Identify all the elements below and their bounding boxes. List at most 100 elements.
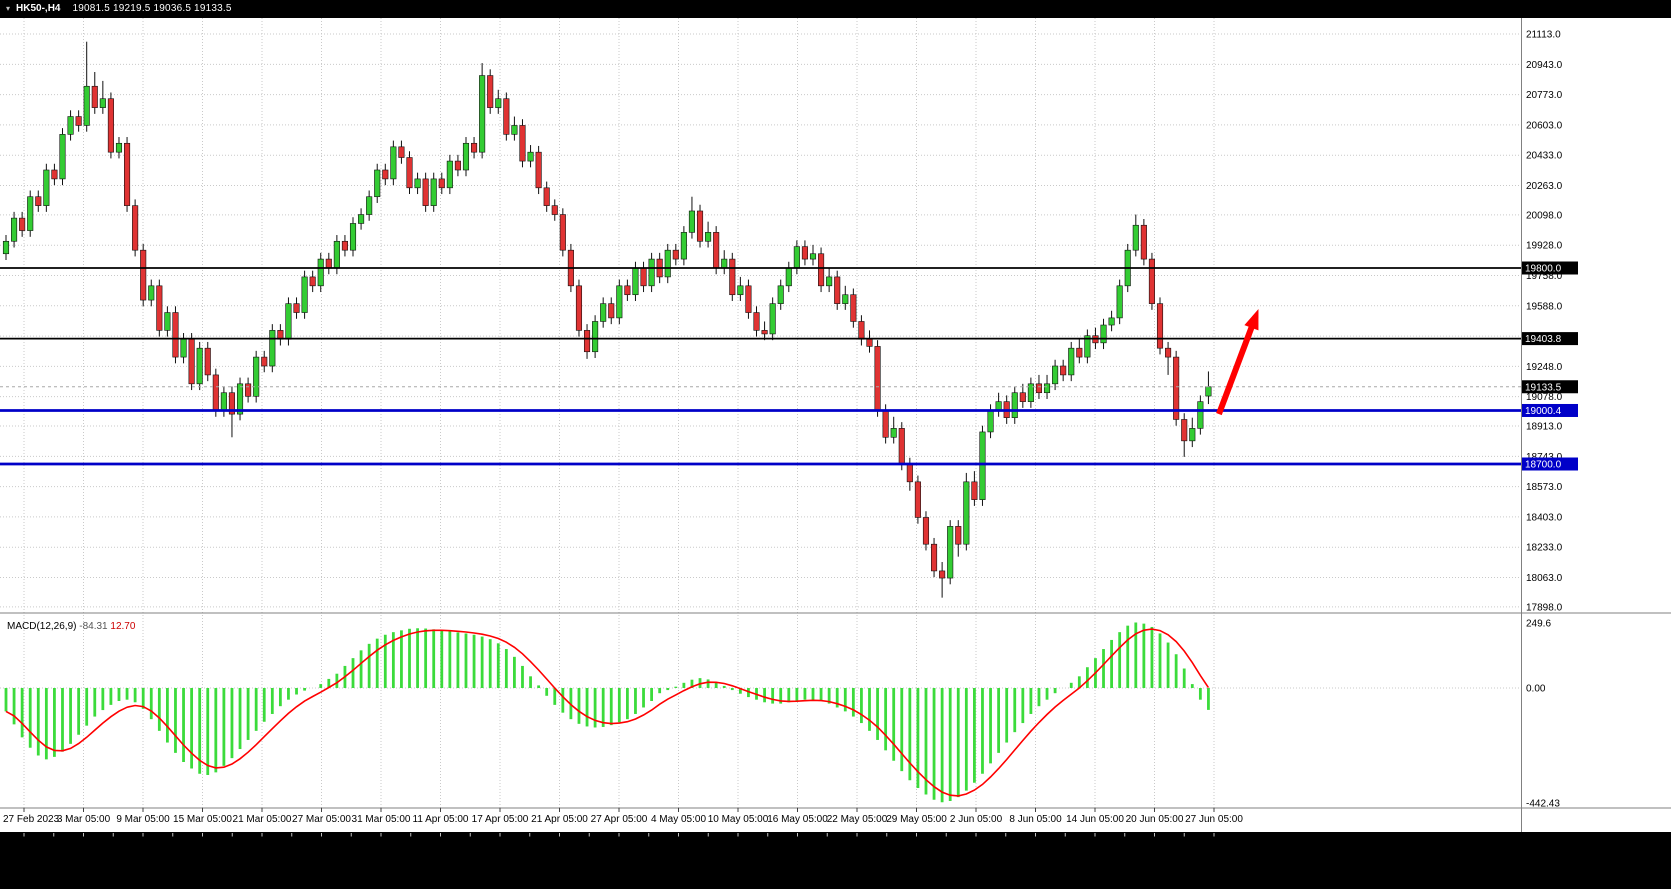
candle-body — [172, 312, 179, 358]
candle-body — [406, 157, 413, 189]
symbol-timeframe-label: HK50-,H4 — [16, 3, 61, 14]
candle-body — [963, 481, 970, 545]
candle-body — [253, 356, 260, 397]
candle-body — [745, 285, 752, 313]
candle-body — [987, 410, 994, 433]
candle-body — [19, 217, 26, 231]
candle-body — [1181, 419, 1188, 442]
chart-canvas[interactable]: 21113.0 20943.0 20773.0 20603.0 20433.0 20263… — [0, 18, 1671, 889]
candle-body — [664, 249, 671, 278]
candle-body — [341, 240, 348, 251]
candle-body — [115, 142, 123, 153]
candle-body — [398, 146, 405, 158]
candle-body — [325, 258, 332, 269]
candle-body — [212, 374, 219, 411]
date-label: 2 Jun 05:00 — [950, 814, 1003, 825]
candle-body — [438, 178, 445, 189]
candle-body — [890, 428, 897, 438]
candle-body — [575, 285, 583, 331]
chart-titlebar: ▾ HK50-,H4 19081.5 19219.5 19036.5 19133.5 — [0, 0, 1671, 18]
date-label: 27 Mar 05:00 — [292, 814, 351, 825]
macd-indicator-label: MACD(12,26,9) -84.31 12.70 — [7, 621, 136, 632]
date-label: 31 Mar 05:00 — [352, 814, 411, 825]
candle-body — [939, 570, 946, 579]
candle-body — [1060, 365, 1067, 376]
candle-body — [947, 526, 954, 579]
candle-body — [1043, 383, 1051, 394]
candle-body — [696, 210, 704, 242]
candle-body — [471, 142, 478, 153]
candle-body — [1108, 317, 1115, 326]
candle-body — [228, 392, 236, 415]
candle-body — [834, 276, 841, 304]
price-tick-label: 20773.0 — [1526, 90, 1563, 101]
candle-body — [1165, 347, 1172, 358]
candle-body — [793, 246, 800, 269]
candle-body — [818, 253, 825, 287]
candle-body — [842, 294, 849, 304]
price-tick-label: 20943.0 — [1526, 60, 1563, 71]
candle-body — [487, 75, 494, 108]
candle-body — [1052, 365, 1059, 385]
candle-body — [99, 98, 106, 108]
candle-body — [349, 223, 357, 251]
level-price-tag-text: 18700.0 — [1525, 460, 1562, 471]
candle-body — [608, 303, 615, 319]
candle-body — [446, 160, 453, 189]
date-label: 16 May 05:00 — [767, 814, 828, 825]
candle-body — [777, 285, 784, 304]
candle-body — [640, 267, 647, 287]
candle-body — [285, 303, 292, 340]
candle-body — [955, 526, 962, 545]
up-arrow-head[interactable] — [1244, 308, 1259, 331]
candle-body — [333, 240, 340, 269]
candle-body — [527, 151, 534, 162]
candle-body — [11, 217, 18, 242]
candle-body — [1100, 324, 1107, 344]
candle-body — [1116, 285, 1123, 319]
date-label: 29 May 05:00 — [886, 814, 947, 825]
candle-body — [220, 392, 227, 411]
candle-body — [1068, 347, 1075, 376]
candle-body — [382, 169, 389, 180]
price-tick-label: 18573.0 — [1526, 482, 1563, 493]
price-tick-label: 20098.0 — [1526, 210, 1563, 221]
date-label: 8 Jun 05:00 — [1009, 814, 1062, 825]
candle-body — [1189, 428, 1196, 442]
candle-body — [75, 116, 82, 126]
candle-body — [930, 543, 938, 572]
candle-body — [309, 276, 316, 287]
candle-body — [737, 285, 744, 296]
price-tick-label: 18403.0 — [1526, 512, 1563, 523]
price-tick-label: 20603.0 — [1526, 120, 1563, 131]
level-price-tag — [1522, 261, 1578, 275]
candle-body — [826, 276, 833, 287]
candle-body — [922, 517, 930, 545]
candle-body — [882, 410, 889, 438]
date-label: 27 Jun 05:00 — [1185, 814, 1243, 825]
candle-body — [785, 267, 792, 287]
candle-body — [1156, 303, 1164, 349]
date-label: 17 Apr 05:00 — [472, 814, 529, 825]
chart-plot-area[interactable] — [0, 18, 1671, 832]
date-label: 21 Mar 05:00 — [233, 814, 292, 825]
candle-body — [1035, 383, 1043, 394]
candle-body — [503, 98, 510, 135]
candle-body — [1132, 224, 1139, 251]
level-price-tag-text: 19403.8 — [1525, 334, 1562, 345]
date-label: 14 Jun 05:00 — [1066, 814, 1124, 825]
candle-body — [269, 330, 276, 367]
arrow-shaft[interactable] — [1216, 322, 1256, 416]
candle-body — [511, 125, 518, 135]
level-price-tag — [1522, 457, 1578, 471]
candle-body — [27, 196, 34, 231]
candle-body — [236, 383, 244, 415]
collapse-chart-icon[interactable]: ▾ — [6, 4, 11, 13]
candle-body — [2, 240, 10, 255]
ohlc-readout: 19081.5 19219.5 19036.5 19133.5 — [72, 3, 232, 14]
candle-body — [43, 169, 50, 206]
candle-body — [971, 481, 978, 500]
date-label: 10 May 05:00 — [708, 814, 769, 825]
candle-body — [374, 169, 381, 198]
candle-body — [1019, 392, 1026, 402]
